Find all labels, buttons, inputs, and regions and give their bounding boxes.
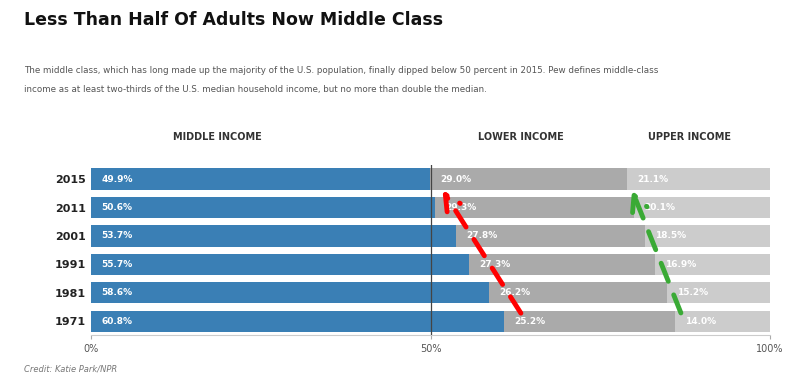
Bar [634,197,770,218]
Text: 25.2%: 25.2% [515,317,545,326]
Bar [91,197,435,218]
Text: income as at least two-thirds of the U.S. median household income, but no more t: income as at least two-thirds of the U.S… [24,85,487,94]
Bar [430,168,627,190]
Bar [91,282,489,304]
Text: 26.2%: 26.2% [499,288,530,297]
Bar [504,310,675,332]
Text: 18.5%: 18.5% [655,232,686,240]
Text: 27.3%: 27.3% [480,260,511,269]
Text: UPPER INCOME: UPPER INCOME [648,132,731,142]
Text: 15.2%: 15.2% [677,288,708,297]
Bar [91,168,430,190]
Text: 20.1%: 20.1% [644,203,675,212]
Bar [456,225,645,247]
Text: The middle class, which has long made up the majority of the U.S. population, fi: The middle class, which has long made up… [24,66,658,75]
Text: 29.3%: 29.3% [445,203,476,212]
Text: LOWER INCOME: LOWER INCOME [478,132,564,142]
Text: Less Than Half Of Adults Now Middle Class: Less Than Half Of Adults Now Middle Clas… [24,11,443,29]
Bar [469,254,655,275]
Text: MIDDLE INCOME: MIDDLE INCOME [173,132,261,142]
Text: 27.8%: 27.8% [466,232,497,240]
Text: 50.6%: 50.6% [102,203,133,212]
Text: 53.7%: 53.7% [102,232,133,240]
Text: 60.8%: 60.8% [102,317,133,326]
Text: 14.0%: 14.0% [685,317,716,326]
Text: 16.9%: 16.9% [665,260,696,269]
Text: Credit: Katie Park/NPR: Credit: Katie Park/NPR [24,364,117,373]
Bar [627,168,770,190]
Text: 21.1%: 21.1% [637,175,669,183]
Bar [91,310,504,332]
Bar [645,225,770,247]
Bar [91,225,456,247]
Bar [489,282,667,304]
Bar [435,197,634,218]
Bar [675,310,770,332]
Bar [655,254,769,275]
Text: 58.6%: 58.6% [102,288,133,297]
Text: 49.9%: 49.9% [102,175,133,183]
Text: 29.0%: 29.0% [440,175,472,183]
Text: 55.7%: 55.7% [102,260,133,269]
Bar [91,254,469,275]
Bar [667,282,770,304]
